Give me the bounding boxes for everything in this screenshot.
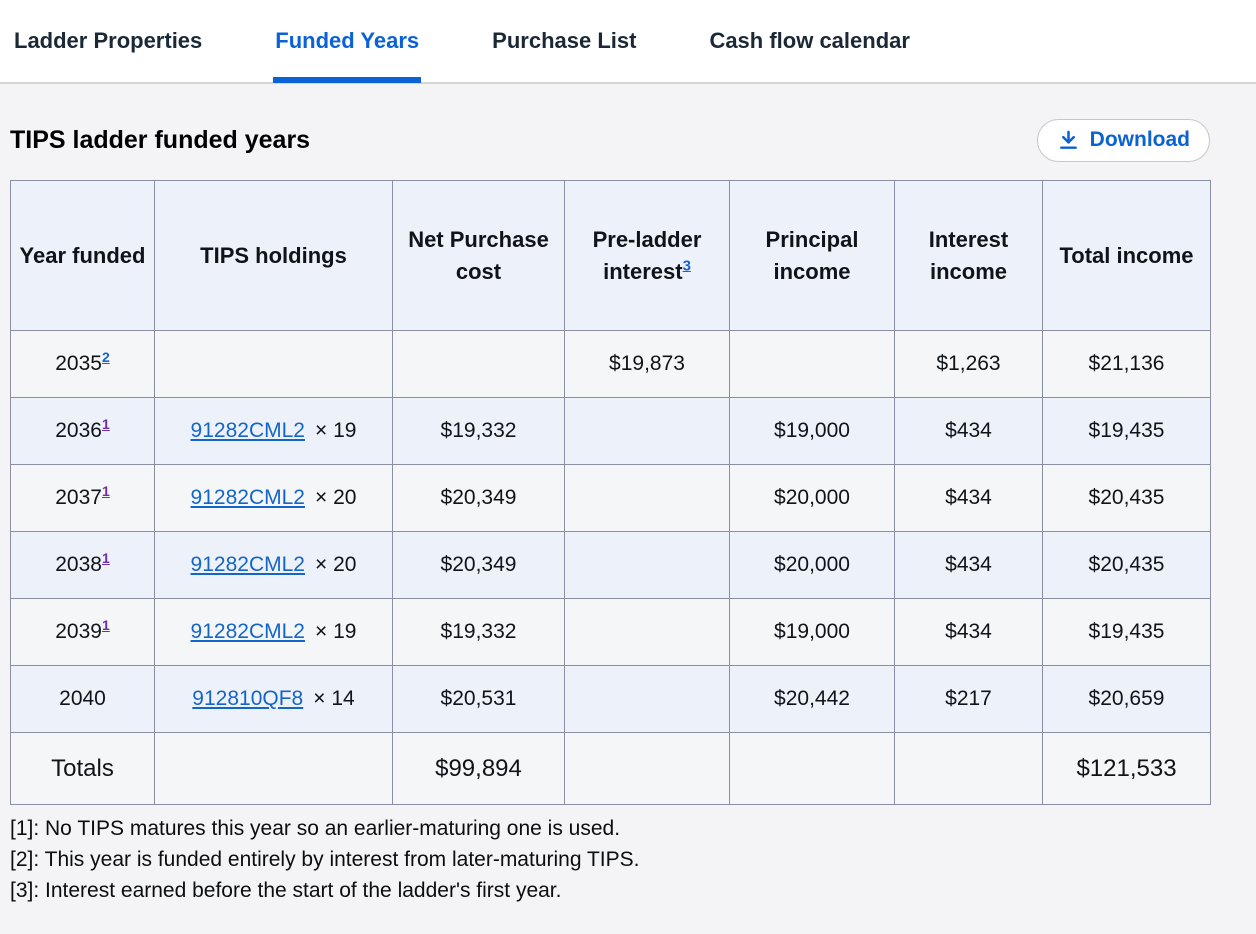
year-footnote-link[interactable]: 1 [101,617,110,633]
net-purchase-cost-cell: $20,349 [392,464,565,532]
column-header-year-funded: Year funded [10,180,155,331]
table-row-2037: 20371 91282CML2 × 20 $20,349 $20,000 $434… [10,464,1211,532]
interest-income-cell: $217 [894,665,1043,733]
holdings-cell: 91282CML2 × 19 [154,598,393,666]
year-footnote-link[interactable]: 1 [101,416,110,432]
quantity-label: × 14 [313,687,355,710]
column-header-interest-income: Interest income [894,180,1043,331]
year-cell: 20391 [10,598,155,666]
cusip-link[interactable]: 91282CML2 [190,553,305,576]
tab-purchase-list[interactable]: Purchase List [492,28,637,53]
pre-ladder-interest-cell [564,665,730,733]
principal-income-cell: $20,000 [729,464,895,532]
principal-income-cell: $20,442 [729,665,895,733]
year-cell: 2040 [10,665,155,733]
interest-income-cell [894,732,1043,805]
pre-ladder-interest-cell [564,397,730,465]
column-header-pre-ladder-interest: Pre-ladder interest3 [564,180,730,331]
total-income-cell: $21,136 [1042,330,1211,398]
cusip-link[interactable]: 912810QF8 [192,687,304,710]
table-row-2039: 20391 91282CML2 × 19 $19,332 $19,000 $434… [10,598,1211,666]
download-icon [1057,129,1080,152]
download-label: Download [1089,128,1190,151]
table-row-2035: 20352 $19,873 $1,263 $21,136 [10,330,1211,398]
page-title: TIPS ladder funded years [10,125,311,154]
year-cell: 20361 [10,397,155,465]
download-button[interactable]: Download [1036,118,1210,162]
funded-years-table: Year funded TIPS holdings Net Purchase c… [10,180,1211,805]
cusip-link[interactable]: 91282CML2 [190,486,305,509]
net-purchase-cost-cell: $19,332 [392,397,565,465]
table-row-2036: 20361 91282CML2 × 19 $19,332 $19,000 $434… [10,397,1211,465]
holdings-cell: 91282CML2 × 19 [154,397,393,465]
interest-income-cell: $434 [894,598,1043,666]
principal-income-cell: $19,000 [729,598,895,666]
tab-bar: Ladder Properties Funded Years Purchase … [0,0,1256,84]
principal-income-cell: $20,000 [729,531,895,599]
tab-funded-years[interactable]: Funded Years [273,0,422,83]
total-income-cell: $20,435 [1042,464,1211,532]
pre-ladder-interest-cell: $19,873 [564,330,730,398]
quantity-label: × 20 [314,486,357,509]
principal-income-cell [729,330,895,398]
pre-ladder-interest-cell [564,464,730,532]
year-footnote-link[interactable]: 1 [101,550,110,566]
interest-income-cell: $434 [894,464,1043,532]
column-header-net-purchase-cost: Net Purchase cost [392,180,565,331]
tab-cash-flow-calendar[interactable]: Cash flow calendar [709,28,910,53]
interest-income-cell: $434 [894,397,1043,465]
total-income-cell: $19,435 [1042,598,1211,666]
table-header-row: Year funded TIPS holdings Net Purchase c… [10,180,1211,331]
holdings-cell [154,330,393,398]
principal-income-cell [729,732,895,805]
pre-ladder-interest-cell [564,531,730,599]
holdings-cell: 912810QF8 × 14 [154,665,393,733]
quantity-label: × 19 [314,419,357,442]
year-cell: 20352 [10,330,155,398]
net-purchase-cost-cell: $19,332 [392,598,565,666]
year-footnote-link[interactable]: 1 [101,483,110,499]
interest-income-cell: $1,263 [894,330,1043,398]
totals-row: Totals $99,894 $121,533 [10,732,1211,805]
column-header-principal-income: Principal income [729,180,895,331]
tab-ladder-properties[interactable]: Ladder Properties [14,28,203,53]
section-header: TIPS ladder funded years Download [10,84,1256,164]
table-row-2040: 2040 912810QF8 × 14 $20,531 $20,442 $217 … [10,665,1211,733]
year-cell: 20381 [10,531,155,599]
footnotes: [1]: No TIPS matures this year so an ear… [10,813,1256,906]
pre-ladder-interest-cell [564,598,730,666]
principal-income-cell: $19,000 [729,397,895,465]
net-purchase-cost-cell: $20,531 [392,665,565,733]
quantity-label: × 19 [314,620,357,643]
total-income-total: $121,533 [1042,732,1211,805]
total-income-cell: $20,435 [1042,531,1211,599]
holdings-cell [154,732,393,805]
column-header-tips-holdings: TIPS holdings [154,180,393,331]
cusip-link[interactable]: 91282CML2 [190,620,305,643]
holdings-cell: 91282CML2 × 20 [154,464,393,532]
net-purchase-cost-cell [392,330,565,398]
year-cell: 20371 [10,464,155,532]
total-income-cell: $19,435 [1042,397,1211,465]
header-footnote-3-link[interactable]: 3 [682,257,691,275]
holdings-cell: 91282CML2 × 20 [154,531,393,599]
column-header-total-income: Total income [1042,180,1211,331]
net-purchase-cost-total: $99,894 [392,732,565,805]
pre-ladder-interest-cell [564,732,730,805]
total-income-cell: $20,659 [1042,665,1211,733]
table-row-2038: 20381 91282CML2 × 20 $20,349 $20,000 $434… [10,531,1211,599]
year-footnote-link[interactable]: 2 [101,349,110,365]
net-purchase-cost-cell: $20,349 [392,531,565,599]
footnote-2: [2]: This year is funded entirely by int… [10,848,640,871]
footnote-1: [1]: No TIPS matures this year so an ear… [10,817,621,840]
totals-label: Totals [10,732,155,805]
cusip-link[interactable]: 91282CML2 [190,419,305,442]
footnote-3: [3]: Interest earned before the start of… [10,879,562,902]
content-area: TIPS ladder funded years Download Year f… [0,84,1256,906]
quantity-label: × 20 [314,553,357,576]
interest-income-cell: $434 [894,531,1043,599]
